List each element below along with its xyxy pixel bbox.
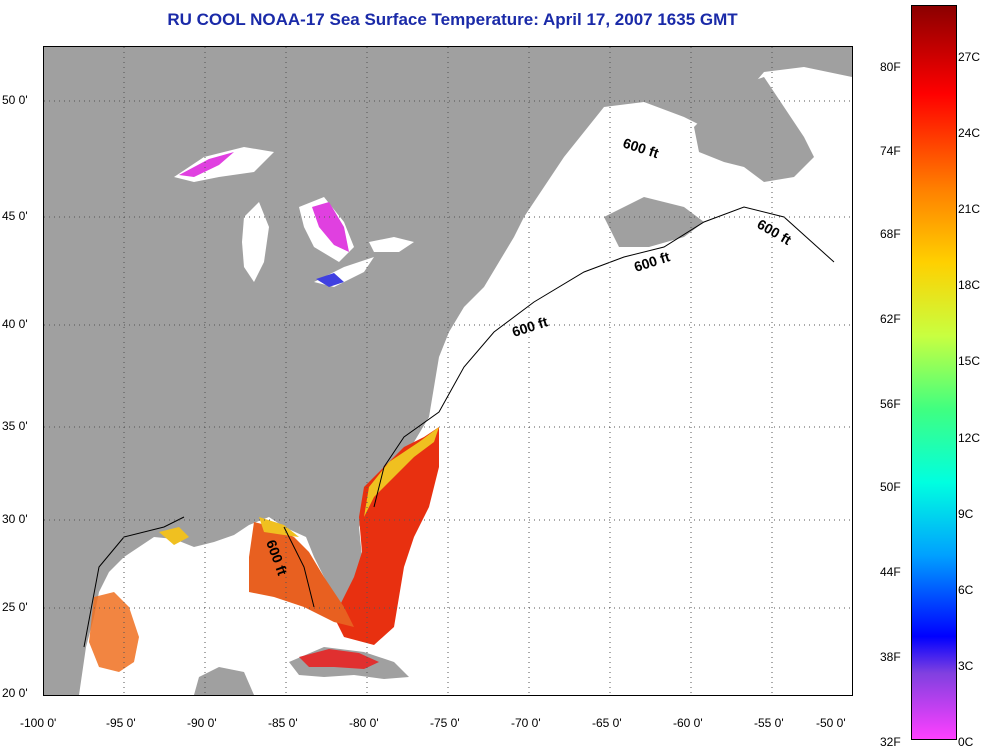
lat-tick-35: 35 0' <box>2 419 28 433</box>
lat-tick-45: 45 0' <box>2 209 28 223</box>
north-america-land <box>44 47 852 695</box>
gulf-stream-sst <box>334 427 439 645</box>
scale-f-62: 62F <box>880 312 901 326</box>
scale-f-80: 80F <box>880 60 901 74</box>
scale-c-12: 12C <box>958 431 981 445</box>
yucatan-land <box>194 667 254 695</box>
cuba-north-sst <box>299 649 379 669</box>
contour-label-1: 600 ft <box>621 135 661 162</box>
lon-tick-65: -65 0' <box>592 716 622 730</box>
lake-superior-sst <box>179 152 234 177</box>
scale-f-68: 68F <box>880 227 901 241</box>
map-title: RU COOL NOAA-17 Sea Surface Temperature:… <box>167 10 738 29</box>
nova-scotia-land <box>604 197 704 247</box>
graticule <box>44 47 852 695</box>
lon-tick-50: -50 0' <box>816 716 846 730</box>
contour-label-3: 600 ft <box>632 248 672 275</box>
scale-f-44: 44F <box>880 565 901 579</box>
scale-c-18: 18C <box>958 278 981 292</box>
scale-f-56: 56F <box>880 397 901 411</box>
contour-label-4: 600 ft <box>510 313 550 340</box>
lon-tick-100: -100 0' <box>20 716 57 730</box>
scale-c-9: 9C <box>958 507 974 521</box>
texas-coast-sst <box>159 527 189 545</box>
lake-michigan <box>242 202 269 282</box>
lon-tick-70: -70 0' <box>511 716 541 730</box>
lon-tick-90: -90 0' <box>187 716 217 730</box>
lon-tick-75: -75 0' <box>430 716 460 730</box>
lon-tick-95: -95 0' <box>106 716 136 730</box>
color-scale-bar <box>911 5 957 740</box>
scale-f-38: 38F <box>880 650 901 664</box>
lat-tick-30: 30 0' <box>2 512 28 526</box>
scale-f-74: 74F <box>880 144 901 158</box>
scale-c-6: 6C <box>958 583 974 597</box>
lat-tick-40: 40 0' <box>2 317 28 331</box>
carolina-shelf-sst <box>364 427 439 517</box>
lon-tick-80: -80 0' <box>349 716 379 730</box>
scale-c-24: 24C <box>958 126 981 140</box>
lake-ontario <box>369 237 414 252</box>
lat-tick-20: 20 0' <box>2 686 28 700</box>
lon-tick-55: -55 0' <box>754 716 784 730</box>
scale-c-0: 0C <box>958 735 974 749</box>
scale-c-15: 15C <box>958 354 981 368</box>
lake-huron-sst <box>312 202 349 252</box>
newfoundland-land <box>694 77 814 182</box>
lon-tick-60: -60 0' <box>673 716 703 730</box>
scale-f-32: 32F <box>880 735 901 749</box>
scale-c-27: 27C <box>958 50 981 64</box>
loop-current-sst <box>249 522 354 627</box>
lake-erie-sst <box>316 273 344 287</box>
scale-c-21: 21C <box>958 202 981 216</box>
scale-f-50: 50F <box>880 480 901 494</box>
sst-map: 600 ft 600 ft 600 ft 600 ft 600 ft <box>43 46 853 696</box>
lat-tick-50: 50 0' <box>2 93 28 107</box>
gulf-shelf-sst <box>259 517 299 537</box>
scale-c-3: 3C <box>958 659 974 673</box>
lat-tick-25: 25 0' <box>2 600 28 614</box>
western-gulf-sst <box>89 592 139 672</box>
map-canvas: 600 ft 600 ft 600 ft 600 ft 600 ft <box>44 47 852 695</box>
lon-tick-85: -85 0' <box>268 716 298 730</box>
